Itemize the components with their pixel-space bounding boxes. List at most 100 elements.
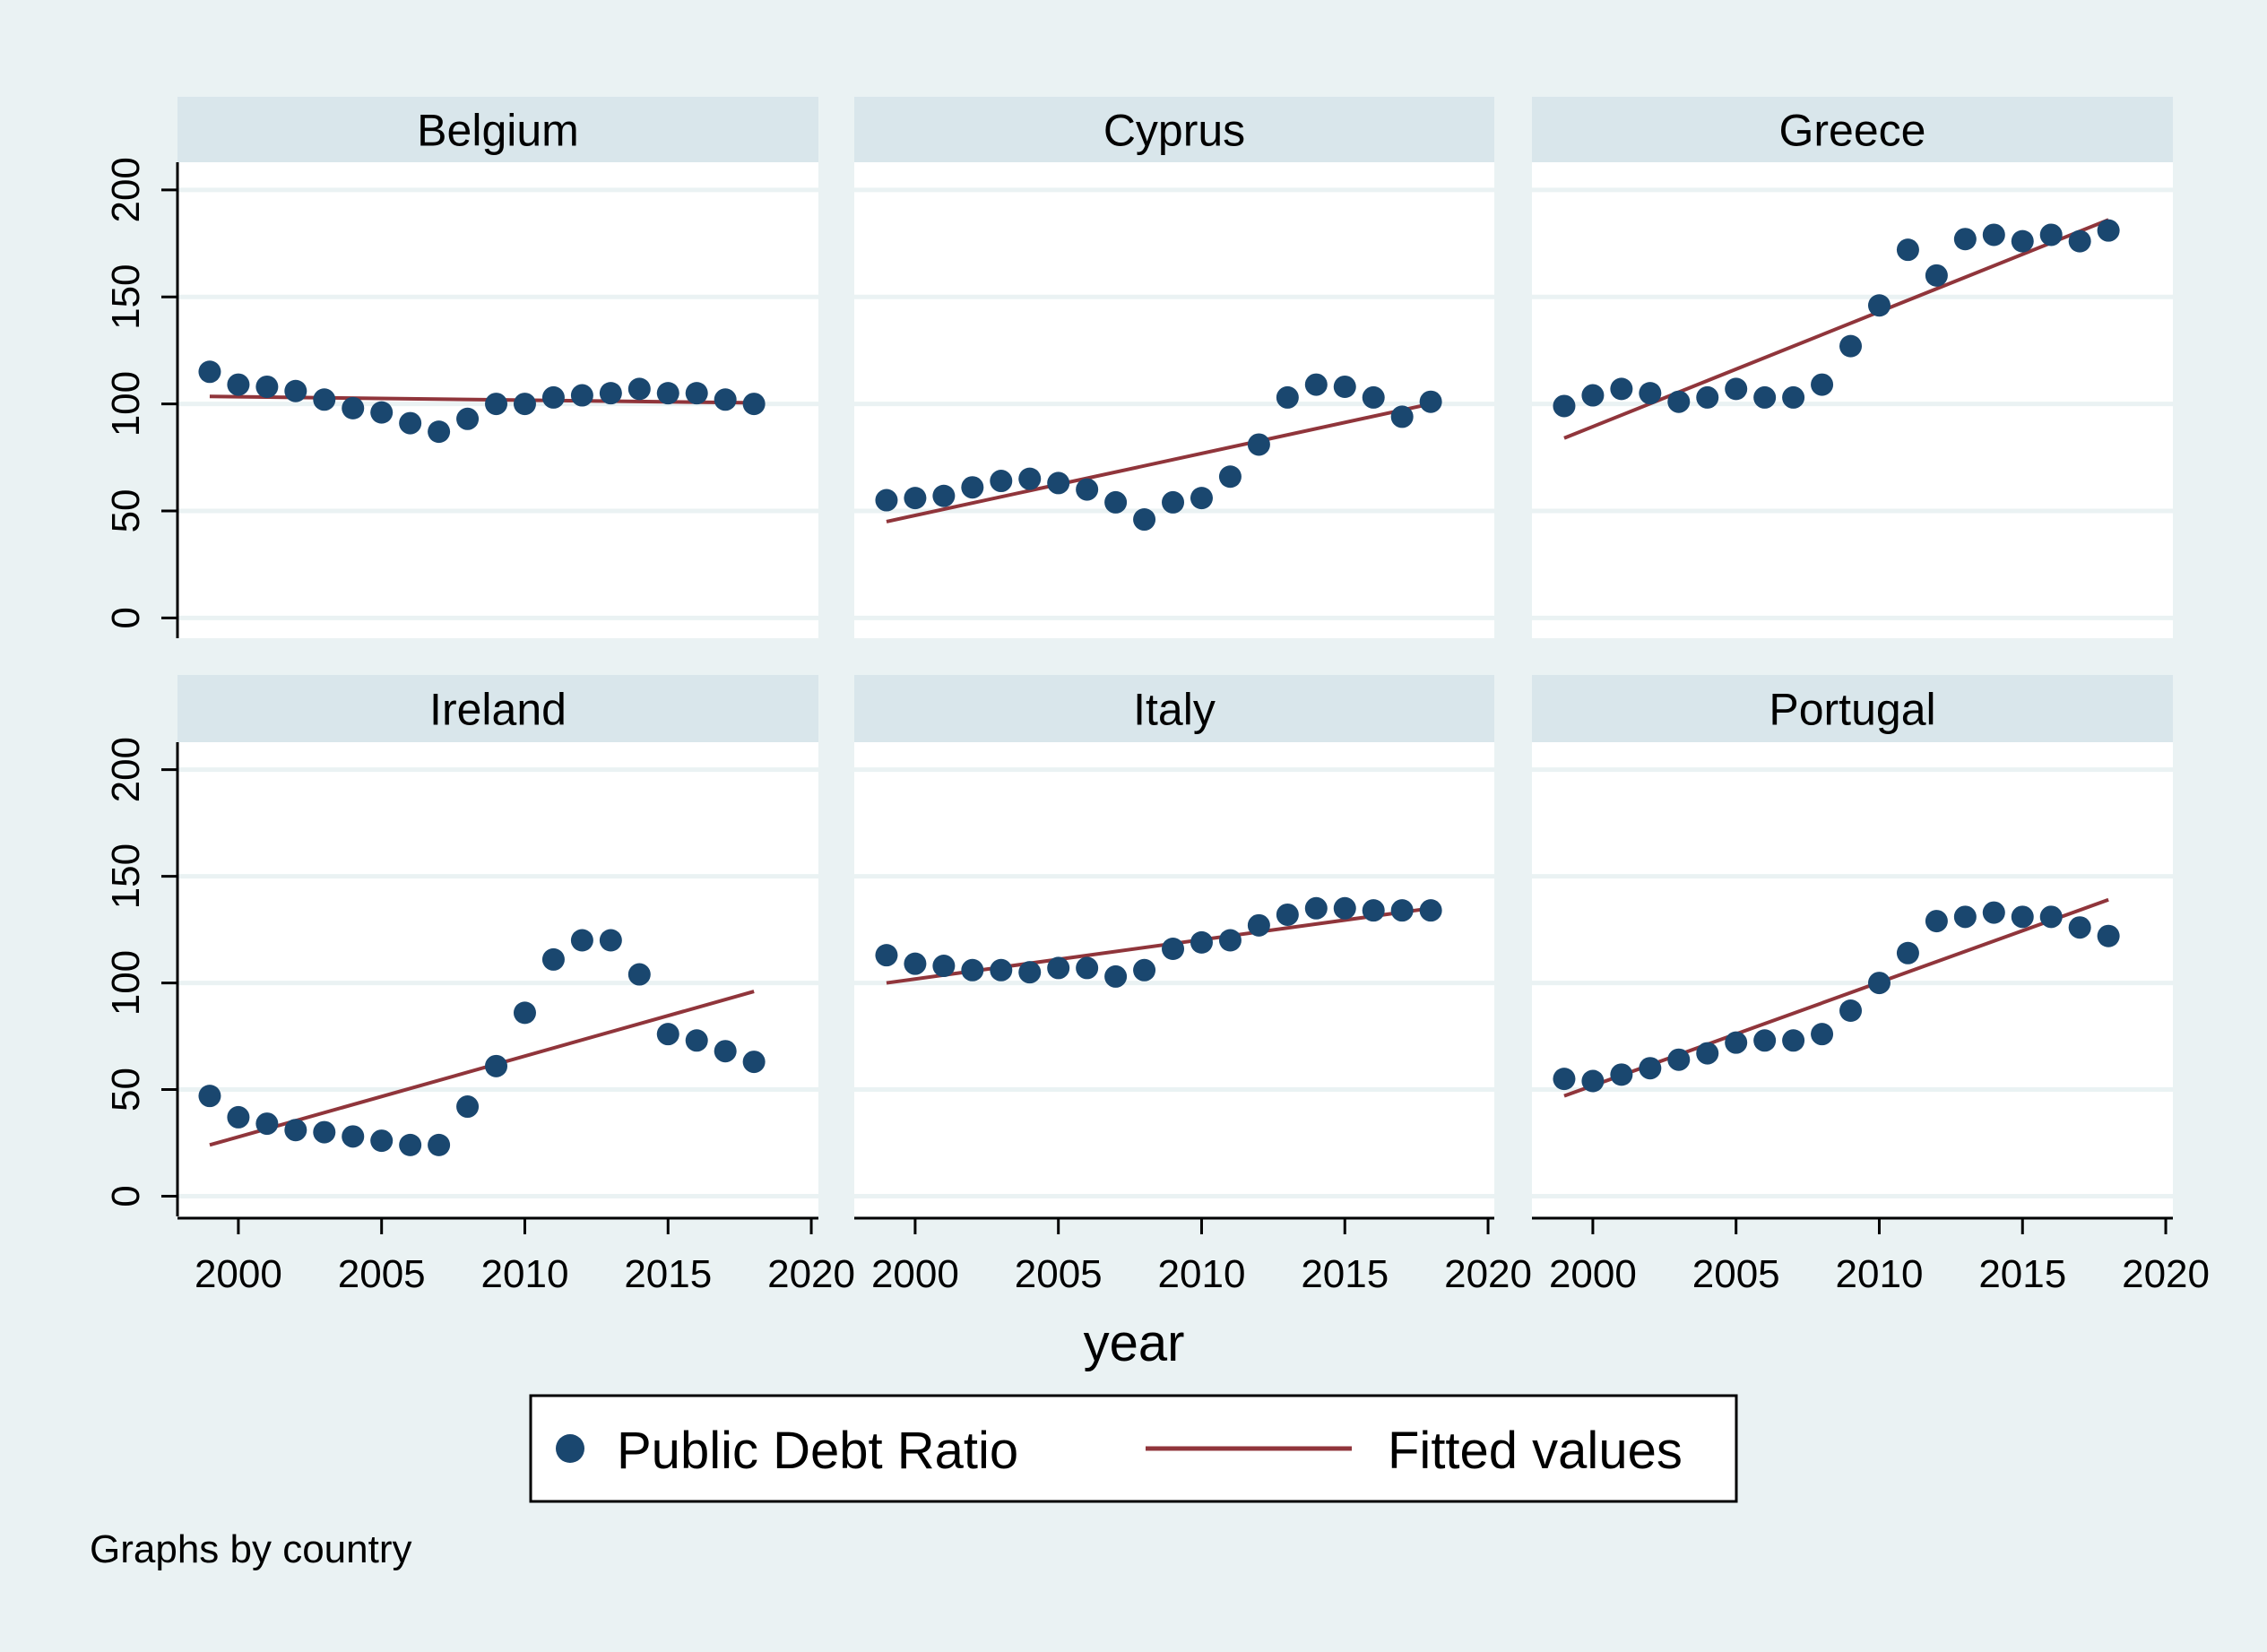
data-point [2039,905,2063,929]
data-point [198,360,221,384]
fit-line [209,990,755,1147]
data-point [599,929,622,952]
data-point [2039,223,2063,247]
data-point [656,1023,679,1046]
data-point [1362,899,1385,922]
data-point [1390,899,1414,922]
data-point [714,388,737,411]
x-tick-label: 2005 [338,1252,426,1296]
data-point [1867,972,1891,995]
data-point [1333,896,1356,920]
panel-cyprus: Cyprus [854,97,1494,638]
data-point [1896,941,1919,964]
y-tick-label: 0 [104,1185,148,1207]
x-tick-label: 2015 [1978,1252,2066,1296]
data-point [1419,390,1442,413]
data-point [541,947,565,971]
data-point [1696,1042,1719,1065]
panel-header [1532,97,2173,162]
x-tick-label: 2010 [1158,1252,1246,1296]
data-point [875,944,898,967]
plot-region [1532,742,2173,1216]
y-tick-label: 150 [104,843,148,909]
y-tick-label: 100 [104,950,148,1016]
data-point [313,388,336,411]
data-point [1782,385,1805,409]
data-point [541,385,565,409]
x-tick-label: 2005 [1692,1252,1780,1296]
data-point [961,958,984,982]
x-tick-label: 2005 [1015,1252,1103,1296]
data-point [2011,905,2034,929]
data-point [1190,930,1213,954]
data-point [1047,956,1070,980]
data-point [1276,903,1299,926]
data-point [570,384,593,407]
data-point [227,373,250,396]
data-point [1667,390,1691,413]
data-point [1982,901,2005,924]
data-point [370,401,394,424]
data-point [1018,961,1042,984]
x-tick-label: 2000 [195,1252,282,1296]
panel-title: Portugal [1769,685,1935,735]
data-point [513,1001,536,1025]
data-point [961,476,984,499]
panel-title: Italy [1133,685,1216,735]
data-point [1076,478,1099,501]
data-point [2097,924,2120,947]
plot-region [177,742,818,1216]
plot-region [1532,162,2173,638]
data-point [227,1105,250,1129]
panel-italy: Italy 2000 2005 2010 2015 2020 [854,675,1532,1296]
panel-header [1532,675,2173,742]
x-tick-label: 2020 [1444,1252,1532,1296]
data-point [1639,382,1662,405]
data-point [456,407,480,430]
data-point [1753,385,1777,409]
y-tick-label: 100 [104,371,148,437]
data-point [1925,264,1948,287]
data-point [599,382,622,405]
data-point [1667,1048,1691,1071]
data-point [627,377,651,401]
data-point [1162,938,1185,961]
legend: Public Debt Ratio Fitted values [529,1394,1738,1503]
data-point [1104,964,1128,988]
y-tick-label: 50 [104,489,148,532]
y-tick-label: 200 [104,157,148,222]
panel-ireland: Ireland 0 50 100 150 200 2000 2005 2010 2015 2020 [104,675,855,1296]
data-point [656,382,679,405]
panel-header [854,675,1494,742]
data-point [1953,905,1977,929]
data-point [1018,467,1042,490]
data-point [399,411,422,435]
data-point [1782,1029,1805,1052]
data-point [904,952,927,975]
data-point [1218,465,1242,489]
data-point [399,1133,422,1156]
panel-header [854,97,1494,162]
data-point [685,1029,708,1052]
x-tick-label: 2015 [1301,1252,1389,1296]
data-point [198,1085,221,1108]
fit-line [886,402,1432,523]
data-point [932,955,956,978]
data-point [1304,896,1328,920]
plot-region [854,742,1494,1216]
data-point [1553,394,1576,418]
panel-title: Cyprus [1103,106,1245,156]
data-point [513,393,536,416]
data-point [428,420,451,444]
data-point [1304,373,1328,396]
data-point [875,489,898,512]
data-point [485,393,508,416]
graph-note: Graphs by country [90,1527,412,1571]
data-point [1218,929,1242,952]
data-point [1553,1068,1576,1091]
data-point [1610,1063,1633,1086]
y-tick-label: 0 [104,607,148,628]
data-point [1162,490,1185,514]
panel-greece: Greece [1532,97,2173,638]
x-tick-label: 2000 [1549,1252,1637,1296]
